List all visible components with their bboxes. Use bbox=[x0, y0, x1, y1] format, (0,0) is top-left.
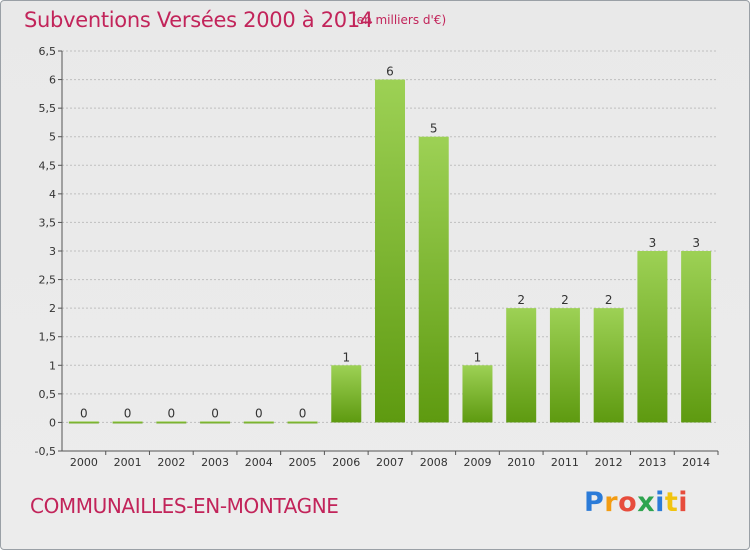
x-tick-label: 2002 bbox=[157, 456, 185, 469]
x-tick-label: 2007 bbox=[376, 456, 404, 469]
y-tick-label: 4 bbox=[49, 188, 56, 201]
brand-letter: x bbox=[637, 487, 656, 518]
x-tick-label: 2014 bbox=[682, 456, 710, 469]
data-label: 0 bbox=[80, 406, 88, 420]
bar bbox=[637, 251, 668, 423]
bar bbox=[68, 421, 99, 424]
x-tick-label: 2013 bbox=[638, 456, 666, 469]
bar bbox=[331, 365, 362, 423]
proxiti-logo[interactable]: Proxiti bbox=[584, 487, 688, 518]
bar bbox=[112, 421, 143, 424]
bar bbox=[593, 308, 624, 423]
brand-letter: r bbox=[604, 487, 619, 518]
y-tick-label: 3 bbox=[49, 245, 56, 258]
chart-title: Subventions Versées 2000 à 2014 bbox=[24, 8, 373, 32]
y-tick-label: 4,5 bbox=[39, 159, 57, 172]
y-tick-label: 5,5 bbox=[39, 102, 57, 115]
data-label: 6 bbox=[386, 65, 394, 79]
data-label: 1 bbox=[342, 350, 350, 364]
data-label: 2 bbox=[605, 293, 613, 307]
bar bbox=[243, 421, 274, 424]
brand-letter: i bbox=[655, 487, 665, 518]
y-tick-label: 6,5 bbox=[39, 45, 57, 58]
data-label: 0 bbox=[299, 406, 307, 420]
data-label: 0 bbox=[168, 406, 176, 420]
y-tick-label: 1 bbox=[49, 359, 56, 372]
data-label: 3 bbox=[649, 236, 657, 250]
x-tick-label: 2005 bbox=[289, 456, 317, 469]
data-labels: 0 0 0 0 0 0 1 6 5 1 2 2 2 3 3 bbox=[80, 65, 700, 421]
x-tick-label: 2011 bbox=[551, 456, 579, 469]
bar bbox=[506, 308, 537, 423]
data-label: 0 bbox=[211, 406, 219, 420]
chart-subtitle: (en milliers d'€) bbox=[352, 13, 447, 27]
data-label: 1 bbox=[474, 350, 482, 364]
bar bbox=[156, 421, 187, 424]
x-tick-label: 2006 bbox=[332, 456, 360, 469]
x-tick-label: 2003 bbox=[201, 456, 229, 469]
y-tick-label: 6 bbox=[49, 74, 56, 87]
y-tick-label: 2 bbox=[49, 302, 56, 315]
brand-letter: P bbox=[584, 487, 605, 518]
data-label: 3 bbox=[692, 236, 700, 250]
commune-name: COMMUNAILLES-EN-MONTAGNE bbox=[30, 494, 339, 518]
x-tick-label: 2009 bbox=[463, 456, 491, 469]
bar bbox=[681, 251, 712, 423]
x-tick-label: 2004 bbox=[245, 456, 273, 469]
y-tick-label: 2,5 bbox=[39, 274, 57, 287]
y-tick-label: 0,5 bbox=[39, 388, 57, 401]
bar bbox=[549, 308, 580, 423]
x-tick-label: 2012 bbox=[595, 456, 623, 469]
y-tick-label: 3,5 bbox=[39, 216, 57, 229]
brand-letter: i bbox=[678, 487, 689, 518]
data-label: 2 bbox=[517, 293, 525, 307]
y-tick-label: 0 bbox=[49, 416, 56, 429]
brand-letter: t bbox=[664, 487, 679, 518]
brand-letter: o bbox=[618, 487, 638, 518]
y-tick-label: -0,5 bbox=[35, 445, 56, 458]
data-label: 2 bbox=[561, 293, 569, 307]
bar bbox=[418, 136, 449, 423]
data-label: 0 bbox=[255, 406, 263, 420]
data-label: 5 bbox=[430, 122, 438, 136]
bars bbox=[68, 79, 712, 424]
data-label: 0 bbox=[124, 406, 132, 420]
bar bbox=[200, 421, 231, 424]
bar bbox=[375, 79, 405, 423]
y-tick-label: 5 bbox=[49, 131, 56, 144]
x-tick-label: 2000 bbox=[70, 456, 98, 469]
x-tick-label: 2010 bbox=[507, 456, 535, 469]
x-tick-label: 2008 bbox=[420, 456, 448, 469]
bar bbox=[287, 421, 318, 424]
x-tick-label: 2001 bbox=[114, 456, 142, 469]
bar bbox=[462, 365, 493, 423]
y-tick-label: 1,5 bbox=[39, 331, 57, 344]
